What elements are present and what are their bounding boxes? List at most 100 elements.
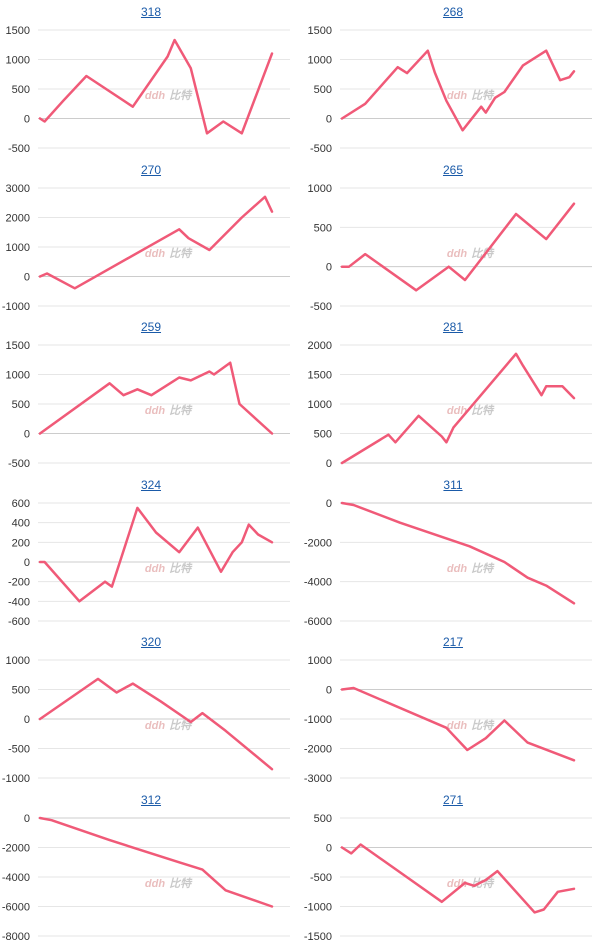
chart-panel: 281 2000 1500 1000 500 0 ddh 比特 [302,315,604,473]
chart-plot: 1500 1000 500 0 -500 ddh 比特 [6,340,290,470]
y-tick-label: 400 [12,518,30,530]
chart-panel: 318 1500 1000 500 0 -500 ddh 比特 [0,0,302,158]
y-tick-label: 1000 [308,183,332,195]
chart-title-link[interactable]: 268 [442,5,464,19]
watermark-logo: ddh 比特 [145,247,193,260]
chart-plot: 1500 1000 500 0 -500 ddh 比特 [308,25,592,155]
chart-panel: 268 1500 1000 500 0 -500 ddh 比特 [302,0,604,158]
y-tick-label: 1500 [6,340,30,352]
y-tick-label: 1500 [308,370,332,382]
chart-panel: 259 1500 1000 500 0 -500 ddh 比特 [0,315,302,473]
chart-panel: 324 600 400 200 0 -200 -400 -600 ddh 比特 [0,473,302,631]
chart-plot: 0 -2000 -4000 -6000 ddh 比特 [304,498,592,628]
y-tick-label: -500 [310,301,332,313]
y-tick-label: -6000 [2,902,30,914]
y-tick-label: 0 [326,114,332,126]
y-tick-label: 500 [314,429,332,441]
y-tick-label: 0 [24,114,30,126]
y-tick-label: 500 [12,399,30,411]
y-tick-label: 0 [326,843,332,855]
y-tick-label: -500 [8,458,30,470]
y-tick-label: 1000 [308,655,332,667]
y-tick-label: 500 [314,222,332,234]
chart-plot: 500 0 -500 -1000 -1500 ddh 比特 [304,813,592,943]
chart-plot: 0 -2000 -4000 -6000 -8000 ddh 比特 [2,813,290,943]
y-tick-label: -4000 [304,577,332,589]
chart-title-link[interactable]: 270 [140,163,162,177]
y-tick-label: 1000 [308,55,332,67]
series-line [38,506,274,603]
chart-plot: 2000 1500 1000 500 0 ddh 比特 [308,340,592,470]
chart-panel: 320 1000 500 0 -500 -1000 ddh 比特 [0,630,302,788]
series-line [38,677,274,771]
y-tick-label: 200 [12,537,30,549]
series-line [340,686,576,762]
series-line [340,843,576,914]
watermark-logo: ddh 比特 [145,404,193,417]
y-tick-label: -4000 [2,872,30,884]
chart-panel: 270 3000 2000 1000 0 -1000 ddh 比特 [0,158,302,316]
chart-title-link[interactable]: 259 [140,320,162,334]
series-line [340,49,576,132]
y-tick-label: -1000 [2,773,30,785]
y-tick-label: -400 [8,596,30,608]
y-tick-label: -500 [310,872,332,884]
chart-panel: 265 1000 500 0 -500 ddh 比特 [302,158,604,316]
y-tick-label: 0 [24,272,30,284]
y-tick-label: 500 [314,84,332,96]
y-tick-label: 1500 [308,25,332,37]
y-tick-label: -8000 [2,931,30,943]
y-tick-label: 1000 [6,655,30,667]
watermark-logo: ddh 比特 [145,719,193,732]
y-tick-label: 0 [24,714,30,726]
chart-plot: 1500 1000 500 0 -500 ddh 比特 [6,25,290,155]
chart-title-link[interactable]: 265 [442,163,464,177]
y-tick-label: 0 [326,498,332,510]
watermark-logo: ddh 比特 [145,562,193,575]
y-tick-label: 1000 [6,370,30,382]
series-line [38,38,274,135]
watermark-logo: ddh 比特 [447,719,495,732]
chart-title-link[interactable]: 312 [140,793,162,807]
series-line [38,816,274,908]
y-tick-label: -200 [8,577,30,589]
chart-title-link[interactable]: 271 [442,793,464,807]
chart-panel: 271 500 0 -500 -1000 -1500 ddh 比特 [302,788,604,946]
series-line [340,352,576,465]
chart-plot: 600 400 200 0 -200 -400 -600 ddh 比特 [8,498,290,628]
y-tick-label: 1000 [6,242,30,254]
chart-title-link[interactable]: 324 [140,478,162,492]
y-tick-label: -500 [310,143,332,155]
series-line [340,501,576,605]
watermark-logo: ddh 比特 [447,404,495,417]
watermark-logo: ddh 比特 [145,89,193,102]
series-line [38,195,274,290]
chart-panel: 217 1000 0 -1000 -2000 -3000 ddh 比特 [302,630,604,788]
chart-plot: 1000 0 -1000 -2000 -3000 ddh 比特 [304,655,592,785]
chart-title-link[interactable]: 217 [442,635,464,649]
y-tick-label: -1000 [304,714,332,726]
y-tick-label: 500 [314,813,332,825]
chart-title-link[interactable]: 318 [140,5,162,19]
y-tick-label: 2000 [6,213,30,225]
y-tick-label: 0 [326,262,332,274]
chart-title-link[interactable]: 281 [442,320,464,334]
series-line [38,361,274,435]
y-tick-label: -2000 [304,537,332,549]
chart-panel: 312 0 -2000 -4000 -6000 -8000 ddh 比特 [0,788,302,946]
y-tick-label: 0 [326,685,332,697]
watermark-logo: ddh 比特 [447,562,495,575]
y-tick-label: -1000 [304,902,332,914]
y-tick-label: -2000 [304,744,332,756]
y-tick-label: 0 [24,557,30,569]
watermark-logo: ddh 比特 [447,89,495,102]
chart-title-link[interactable]: 311 [443,478,463,492]
y-tick-label: -600 [8,616,30,628]
y-tick-label: 1000 [308,399,332,411]
chart-panel: 311 0 -2000 -4000 -6000 ddh 比特 [302,473,604,631]
y-tick-label: -500 [8,744,30,756]
y-tick-label: 500 [12,84,30,96]
y-tick-label: 2000 [308,340,332,352]
chart-title-link[interactable]: 320 [140,635,162,649]
